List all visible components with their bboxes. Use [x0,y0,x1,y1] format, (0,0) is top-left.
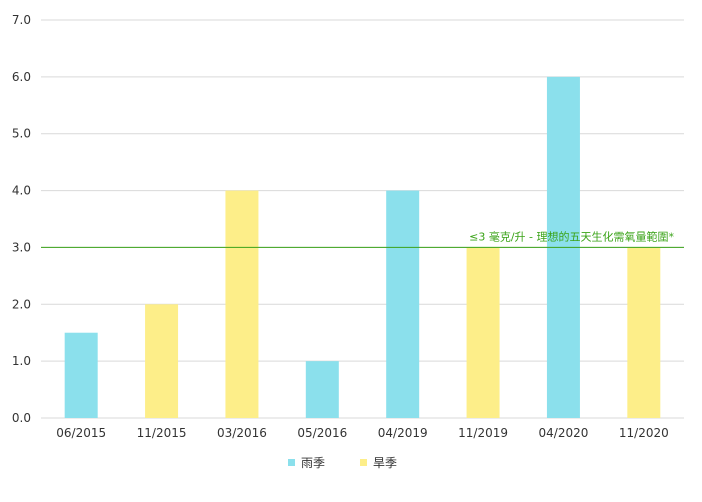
y-tick-label: 3.0 [12,240,31,254]
x-tick-label: 05/2016 [297,426,347,440]
bar-dry [145,304,179,418]
y-tick-label: 0.0 [12,411,31,425]
x-tick-label: 11/2015 [137,426,187,440]
legend-label-dry: 旱季 [373,456,397,470]
legend-label-rainy: 雨季 [301,456,325,470]
bar-rainy [386,190,420,418]
y-tick-label: 1.0 [12,354,31,368]
bar-dry [225,190,259,418]
x-tick-label: 11/2020 [619,426,669,440]
y-tick-label: 7.0 [12,13,31,27]
y-tick-label: 5.0 [12,127,31,141]
y-tick-label: 2.0 [12,297,31,311]
reference-line-label: ≤3 毫克/升 - 理想的五天生化需氧量範圍* [469,229,674,243]
y-tick-label: 6.0 [12,70,31,84]
legend-swatch-rainy [288,459,295,466]
x-tick-label: 04/2020 [539,426,589,440]
bar-rainy [64,332,98,418]
legend-swatch-dry [360,459,367,466]
x-tick-label: 11/2019 [458,426,508,440]
bar-rainy [305,361,339,418]
x-tick-label: 06/2015 [56,426,106,440]
x-tick-label: 04/2019 [378,426,428,440]
bar-dry [627,247,661,418]
bar-dry [466,247,500,418]
y-tick-label: 4.0 [12,184,31,198]
x-tick-label: 03/2016 [217,426,267,440]
